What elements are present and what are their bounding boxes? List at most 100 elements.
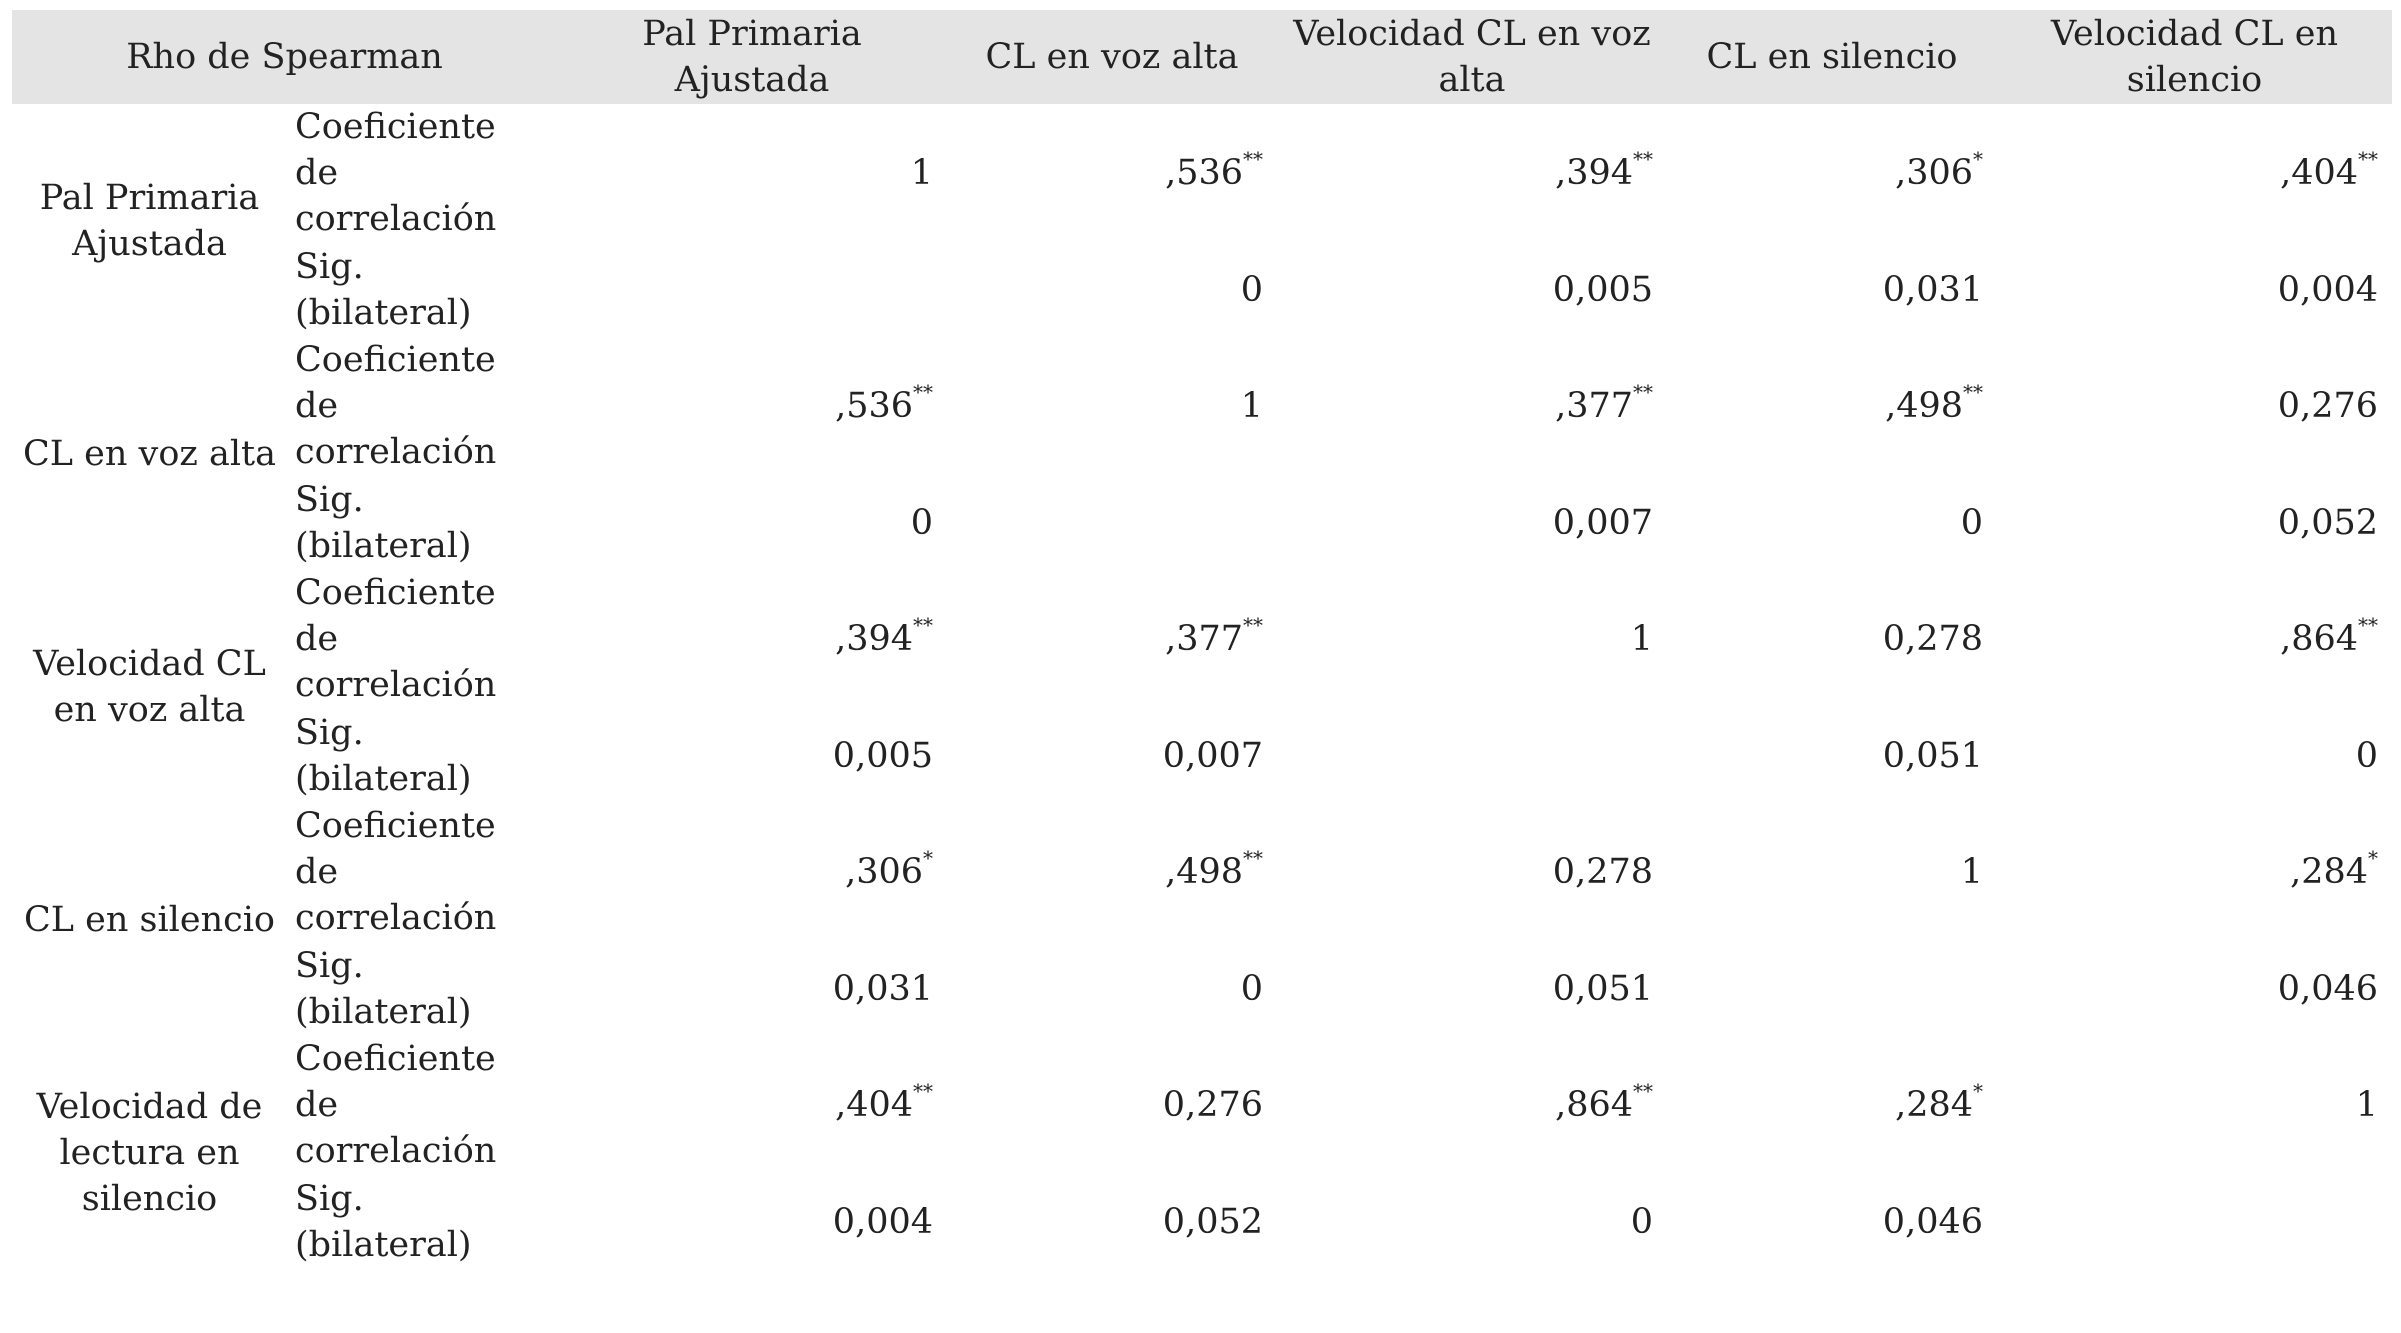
value-cell: 0,005: [1277, 242, 1667, 337]
table-row: Velocidad CL en voz alta Coeficiente de c…: [12, 570, 2392, 730]
significance-mark: *: [2368, 846, 2378, 870]
value-text: 0,052: [2277, 502, 2378, 543]
value-text: 0,278: [1882, 619, 1983, 659]
value-cell: ,404**: [557, 1036, 947, 1174]
value-cell: 0,276: [947, 1036, 1277, 1174]
value-text: 0,046: [1882, 1201, 1983, 1242]
value-text: 1: [910, 153, 933, 193]
value-text: 0,031: [1882, 269, 1983, 310]
header-row: Rho de Spearman Pal Primaria Ajustada CL …: [12, 10, 2392, 104]
value-cell: 1: [1667, 803, 1997, 941]
value-cell: ,306*: [1667, 104, 1997, 242]
table-row: CL en silencio Coeficiente de correlación…: [12, 803, 2392, 941]
value-text: 0,007: [1552, 502, 1653, 543]
table-row: Sig. (bilateral) 0 0,007 0 0,052: [12, 475, 2392, 570]
value-cell: 1: [557, 104, 947, 242]
value-text: ,536: [1165, 153, 1243, 193]
value-text: 0,005: [832, 735, 933, 776]
table-row: Sig. (bilateral) 0 0,005 0,031 0,004: [12, 242, 2392, 337]
value-text: ,284: [2290, 852, 2368, 892]
significance-mark: **: [1963, 380, 1983, 404]
value-cell: 0,051: [1667, 708, 1997, 803]
value-cell: ,536**: [947, 104, 1277, 242]
column-header: Velocidad CL en silencio: [1997, 10, 2392, 104]
statistic-label: Sig. (bilateral): [295, 479, 472, 566]
value-cell: 0,276: [1997, 337, 2392, 475]
value-cell: ,498**: [1667, 337, 1997, 475]
variable-label: Velocidad CL en voz alta: [33, 643, 266, 730]
table-row: CL en voz alta Coeficiente de correlación…: [12, 337, 2392, 475]
table-body: Pal Primaria Ajustada Coeficiente de corr…: [12, 104, 2392, 1269]
value-cell: 0,031: [1667, 242, 1997, 337]
significance-mark: **: [2358, 147, 2378, 171]
value-text: 0: [1960, 502, 1983, 543]
significance-mark: *: [1973, 1079, 1983, 1103]
value-text: ,394: [835, 619, 913, 659]
value-text: 0,004: [2277, 269, 2378, 310]
value-cell: 0,052: [947, 1174, 1277, 1269]
value-text: ,404: [835, 1085, 913, 1125]
statistic-label: Sig. (bilateral): [295, 712, 472, 799]
column-header: CL en silencio: [1667, 10, 1997, 104]
value-cell: ,864**: [1997, 570, 2392, 708]
value-text: 0,004: [832, 1201, 933, 1242]
value-cell: [1997, 1174, 2392, 1269]
value-text: 0: [1630, 1201, 1653, 1242]
value-text: 0: [2355, 735, 2378, 776]
value-cell: 0: [1997, 708, 2392, 803]
value-cell: 0,046: [1997, 941, 2392, 1036]
value-text: 0,005: [1552, 269, 1653, 310]
value-cell: ,284*: [1997, 803, 2392, 941]
value-text: 0,046: [2277, 968, 2378, 1009]
value-text: ,864: [2280, 619, 2358, 659]
statistic-label: Sig. (bilateral): [295, 945, 472, 1032]
value-cell: 0,004: [557, 1174, 947, 1269]
value-cell: ,864**: [1277, 1036, 1667, 1174]
statistic-label: Sig. (bilateral): [295, 1178, 472, 1265]
value-cell: 0,052: [1997, 475, 2392, 570]
table-row: Sig. (bilateral) 0,004 0,052 0 0,046: [12, 1174, 2392, 1269]
value-cell: 0: [947, 242, 1277, 337]
value-cell: 0,031: [557, 941, 947, 1036]
value-text: 1: [1630, 619, 1653, 659]
value-cell: 0,004: [1997, 242, 2392, 337]
value-text: 0,051: [1882, 735, 1983, 776]
value-text: 0,007: [1162, 735, 1263, 776]
value-text: 0,051: [1552, 968, 1653, 1009]
value-cell: 0,007: [947, 708, 1277, 803]
column-header: Pal Primaria Ajustada: [557, 10, 947, 104]
value-text: 1: [1960, 852, 1983, 892]
statistic-label: Coeficiente de correlación: [295, 806, 497, 938]
significance-mark: **: [913, 380, 933, 404]
value-cell: ,377**: [947, 570, 1277, 708]
value-cell: 1: [1277, 570, 1667, 708]
table-row: Pal Primaria Ajustada Coeficiente de corr…: [12, 104, 2392, 264]
value-cell: [557, 242, 947, 337]
statistic-label: Coeficiente de correlación: [295, 1039, 497, 1171]
value-cell: 0,278: [1667, 570, 1997, 708]
table-row: Sig. (bilateral) 0,005 0,007 0,051 0: [12, 708, 2392, 803]
value-text: ,498: [1165, 852, 1243, 892]
value-cell: [947, 475, 1277, 570]
value-cell: 1: [947, 337, 1277, 475]
significance-mark: **: [1633, 147, 1653, 171]
value-text: ,394: [1555, 153, 1633, 193]
significance-mark: **: [913, 613, 933, 637]
table-row: Velocidad de lectura en silencio Coeficie…: [12, 1036, 2392, 1219]
value-text: ,404: [2280, 153, 2358, 193]
value-text: ,284: [1895, 1085, 1973, 1125]
value-text: 0: [1240, 968, 1263, 1009]
value-cell: ,394**: [557, 570, 947, 708]
statistic-label: Sig. (bilateral): [295, 246, 472, 333]
value-cell: [1667, 941, 1997, 1036]
column-header: Velocidad CL en voz alta: [1277, 10, 1667, 104]
variable-label: Pal Primaria Ajustada: [39, 177, 260, 264]
statistic-label: Coeficiente de correlación: [295, 573, 497, 705]
variable-label: CL en voz alta: [23, 433, 276, 474]
corner-header: Rho de Spearman: [12, 10, 557, 104]
significance-mark: *: [923, 846, 933, 870]
value-cell: ,284*: [1667, 1036, 1997, 1174]
value-cell: 0,278: [1277, 803, 1667, 941]
significance-mark: **: [913, 1079, 933, 1103]
value-text: ,498: [1885, 386, 1963, 426]
